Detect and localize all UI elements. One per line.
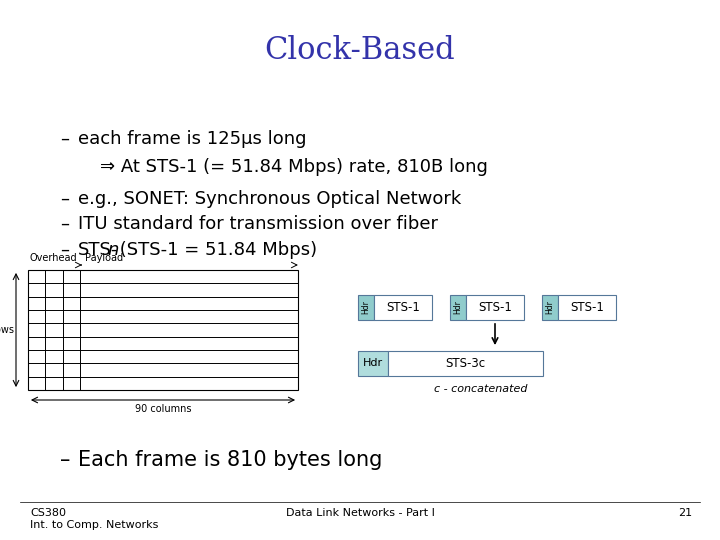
Text: Clock-Based: Clock-Based <box>265 35 455 66</box>
Text: each frame is 125μs long: each frame is 125μs long <box>78 130 307 148</box>
Bar <box>358 295 374 320</box>
Bar <box>388 351 543 376</box>
Text: Data Link Networks - Part I: Data Link Networks - Part I <box>286 508 434 518</box>
Text: Overhead: Overhead <box>29 253 76 263</box>
Text: STS-3c: STS-3c <box>446 357 485 370</box>
Text: CS380: CS380 <box>30 508 66 518</box>
Text: 90 columns: 90 columns <box>135 404 192 414</box>
Text: ITU standard for transmission over fiber: ITU standard for transmission over fiber <box>78 215 438 233</box>
Text: Each frame is 810 bytes long: Each frame is 810 bytes long <box>78 450 382 470</box>
Text: 9 rows: 9 rows <box>0 325 14 335</box>
Bar <box>358 351 388 376</box>
Text: (STS-1 = 51.84 Mbps): (STS-1 = 51.84 Mbps) <box>114 241 317 259</box>
Bar <box>450 295 466 320</box>
Text: 21: 21 <box>678 508 692 518</box>
Text: –: – <box>60 130 69 148</box>
Text: Hdr: Hdr <box>363 359 383 368</box>
Text: ⇒ At STS-1 (= 51.84 Mbps) rate, 810B long: ⇒ At STS-1 (= 51.84 Mbps) rate, 810B lon… <box>100 158 488 176</box>
Bar <box>374 295 432 320</box>
Text: STS-1: STS-1 <box>570 301 604 314</box>
Text: STS-1: STS-1 <box>478 301 512 314</box>
Text: –: – <box>60 190 69 208</box>
Text: STS-: STS- <box>78 241 118 259</box>
Text: Hdr: Hdr <box>361 301 371 314</box>
Bar <box>28 270 298 390</box>
Bar <box>558 295 616 320</box>
Text: Hdr: Hdr <box>454 301 462 314</box>
Text: e.g., SONET: Synchronous Optical Network: e.g., SONET: Synchronous Optical Network <box>78 190 462 208</box>
Bar <box>542 295 558 320</box>
Bar <box>466 295 524 320</box>
Text: Payload: Payload <box>85 253 123 263</box>
Text: c - concatenated: c - concatenated <box>433 384 527 394</box>
Text: Hdr: Hdr <box>546 301 554 314</box>
Text: Int. to Comp. Networks: Int. to Comp. Networks <box>30 520 158 530</box>
Text: –: – <box>60 215 69 233</box>
Text: n: n <box>107 241 118 259</box>
Text: –: – <box>60 241 69 259</box>
Text: –: – <box>60 450 71 470</box>
Text: STS-1: STS-1 <box>386 301 420 314</box>
